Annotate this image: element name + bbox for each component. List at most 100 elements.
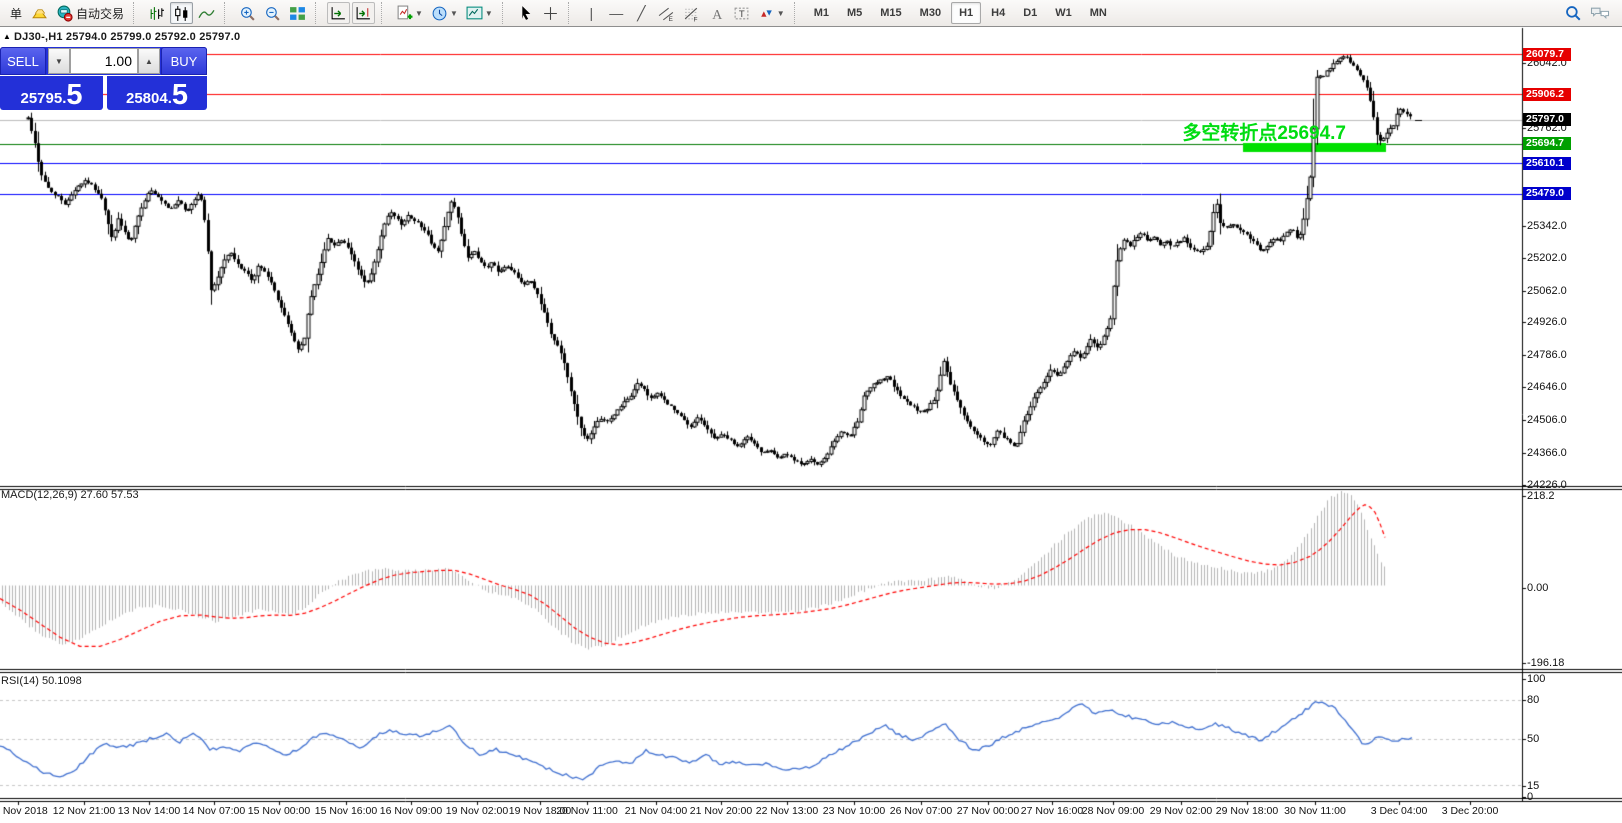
new-order-button[interactable]: 单 bbox=[9, 6, 22, 21]
trendline-button-icon: ╱ bbox=[637, 5, 646, 21]
time-tick-label: 14 Nov 07:00 bbox=[182, 805, 246, 817]
time-tick-label: 27 Nov 00:00 bbox=[956, 805, 1020, 817]
indicator-tick-label: 80 bbox=[1527, 694, 1540, 706]
price-tick-label: 24646.0 bbox=[1527, 381, 1567, 394]
label-button[interactable]: T bbox=[730, 2, 753, 24]
toolbar-separator bbox=[793, 2, 801, 24]
horizontal-line-button-icon: — bbox=[609, 5, 624, 21]
price-level-tag: 25906.2 bbox=[1523, 87, 1571, 101]
cursor-button[interactable] bbox=[514, 2, 537, 24]
one-click-trading-panel: SELL ▼ 1.00 ▲ BUY 25795. 5 25804. 5 bbox=[0, 47, 207, 110]
autotrade-button[interactable]: 自动交易 bbox=[53, 2, 127, 24]
bar-chart-button[interactable] bbox=[145, 2, 168, 24]
timeframe-h1-button[interactable]: H1 bbox=[951, 2, 982, 24]
chat-button[interactable] bbox=[1587, 2, 1613, 24]
sell-price[interactable]: 25795. 5 bbox=[0, 76, 103, 110]
svg-text:F: F bbox=[693, 16, 697, 22]
timeframe-m30-button[interactable]: M30 bbox=[919, 7, 942, 19]
price-tick-label: 25342.0 bbox=[1527, 219, 1567, 232]
timeframe-m5-button[interactable]: M5 bbox=[846, 7, 863, 19]
time-tick-label: 30 Nov 11:00 bbox=[1284, 805, 1346, 817]
price-tick-label: 24926.0 bbox=[1527, 316, 1567, 329]
svg-text:A: A bbox=[712, 6, 722, 21]
timeframe-h4-button[interactable]: H4 bbox=[991, 7, 1006, 19]
buy-price-pip: 5 bbox=[171, 79, 189, 111]
toolbar: 单 自动交易 ▼ ▼ ▼ | — ╱ E F A T ▼ M1 M5 M15 M30 H1 H4 D1 W1 MN bbox=[0, 0, 1622, 27]
channel-button[interactable]: E bbox=[655, 2, 678, 24]
sell-button[interactable]: SELL bbox=[0, 47, 46, 75]
price-level-tag: 25797.0 bbox=[1523, 113, 1571, 127]
candlestick-chart-button[interactable] bbox=[170, 2, 194, 24]
volume-increase-button[interactable]: ▲ bbox=[138, 48, 160, 74]
indicator-tick-label: -196.18 bbox=[1527, 657, 1565, 669]
buy-button[interactable]: BUY bbox=[161, 47, 207, 75]
indicator-tick-label: 218.2 bbox=[1527, 490, 1555, 502]
indicator-tick-label: 15 bbox=[1527, 780, 1540, 792]
time-tick-label: 20 Nov 11:00 bbox=[556, 805, 618, 817]
volume-input[interactable]: 1.00 bbox=[70, 48, 138, 74]
price-tick-label: 24366.0 bbox=[1527, 446, 1567, 459]
toolbar-separator bbox=[381, 2, 388, 24]
text-button[interactable]: A bbox=[705, 2, 728, 24]
periods-button[interactable]: ▼ bbox=[428, 2, 461, 24]
templates-button[interactable]: ▼ bbox=[463, 2, 496, 24]
price-level-tag: 26079.7 bbox=[1523, 47, 1571, 61]
price-level-tag: 25694.7 bbox=[1523, 137, 1571, 151]
price-level-tag: 25479.0 bbox=[1523, 187, 1571, 201]
time-tick-label: 21 Nov 20:00 bbox=[689, 805, 753, 817]
time-tick-label: 15 Nov 16:00 bbox=[314, 805, 378, 817]
timeframe-d1-button[interactable]: D1 bbox=[1023, 7, 1038, 19]
zoom-in-button[interactable] bbox=[236, 2, 259, 24]
price-tick-label: 24226.0 bbox=[1527, 479, 1567, 492]
tile-windows-button[interactable] bbox=[286, 2, 309, 24]
time-tick-label: 19 Nov 02:00 bbox=[445, 805, 509, 817]
timeframe-w1-button[interactable]: W1 bbox=[1055, 7, 1072, 19]
sell-price-main: 25795. bbox=[20, 90, 67, 107]
rsi-indicator-label: RSI(14) 50.1098 bbox=[1, 675, 82, 687]
time-tick-label: 13 Nov 14:00 bbox=[117, 805, 181, 817]
buy-price[interactable]: 25804. 5 bbox=[107, 76, 207, 110]
trade-panel-toprow: SELL ▼ 1.00 ▲ BUY bbox=[0, 47, 207, 75]
trendline-button[interactable]: ╱ bbox=[630, 2, 653, 24]
pivot-annotation: 多空转折点25694.7 bbox=[1182, 123, 1346, 144]
time-tick-label: 26 Nov 07:00 bbox=[889, 805, 953, 817]
crosshair-button[interactable] bbox=[539, 2, 562, 24]
arrows-button[interactable]: ▼ bbox=[755, 2, 788, 24]
dropdown-arrow-icon: ▼ bbox=[415, 8, 423, 18]
indicator-tick-label: 0 bbox=[1527, 791, 1534, 803]
one-click-panel-toggle[interactable]: ▲ bbox=[3, 32, 11, 41]
time-tick-label: 15 Nov 00:00 bbox=[247, 805, 311, 817]
zoom-out-button[interactable] bbox=[261, 2, 284, 24]
fibonacci-button[interactable]: F bbox=[680, 2, 703, 24]
vertical-line-button-icon: | bbox=[589, 5, 594, 21]
indicators-button[interactable]: ▼ bbox=[393, 2, 426, 24]
time-tick-label: 28 Nov 09:00 bbox=[1081, 805, 1145, 817]
time-tick-label: 19 Nov 18:00 bbox=[508, 805, 572, 817]
chart-shift-button[interactable] bbox=[352, 2, 376, 24]
time-tick-label: 12 Nov 2018 bbox=[0, 805, 48, 817]
auto-scroll-button[interactable] bbox=[327, 2, 351, 24]
dropdown-arrow-icon: ▼ bbox=[776, 8, 785, 18]
timeframe-mn-button[interactable]: MN bbox=[1089, 7, 1107, 19]
svg-text:E: E bbox=[668, 15, 672, 21]
time-tick-label: 27 Nov 16:00 bbox=[1020, 805, 1084, 817]
time-tick-label: 29 Nov 02:00 bbox=[1149, 805, 1213, 817]
time-tick-label: 21 Nov 04:00 bbox=[624, 805, 688, 817]
toolbar-separator bbox=[224, 2, 231, 24]
time-tick-label: 16 Nov 09:00 bbox=[379, 805, 443, 817]
time-tick-label: 29 Nov 18:00 bbox=[1215, 805, 1279, 817]
time-tick-label: 3 Dec 04:00 bbox=[1370, 805, 1428, 817]
toolbar-separator bbox=[133, 2, 140, 24]
timeframe-m15-button[interactable]: M15 bbox=[880, 7, 902, 19]
gold-button[interactable] bbox=[28, 2, 51, 24]
time-tick-label: 3 Dec 20:00 bbox=[1441, 805, 1499, 817]
vertical-line-button[interactable]: | bbox=[580, 2, 603, 24]
horizontal-line-button[interactable]: — bbox=[605, 2, 628, 24]
volume-decrease-button[interactable]: ▼ bbox=[48, 48, 70, 74]
timeframe-m1-button[interactable]: M1 bbox=[813, 7, 829, 19]
search-button[interactable] bbox=[1561, 2, 1585, 24]
price-tick-label: 25202.0 bbox=[1527, 252, 1567, 265]
line-chart-button[interactable] bbox=[195, 2, 218, 24]
